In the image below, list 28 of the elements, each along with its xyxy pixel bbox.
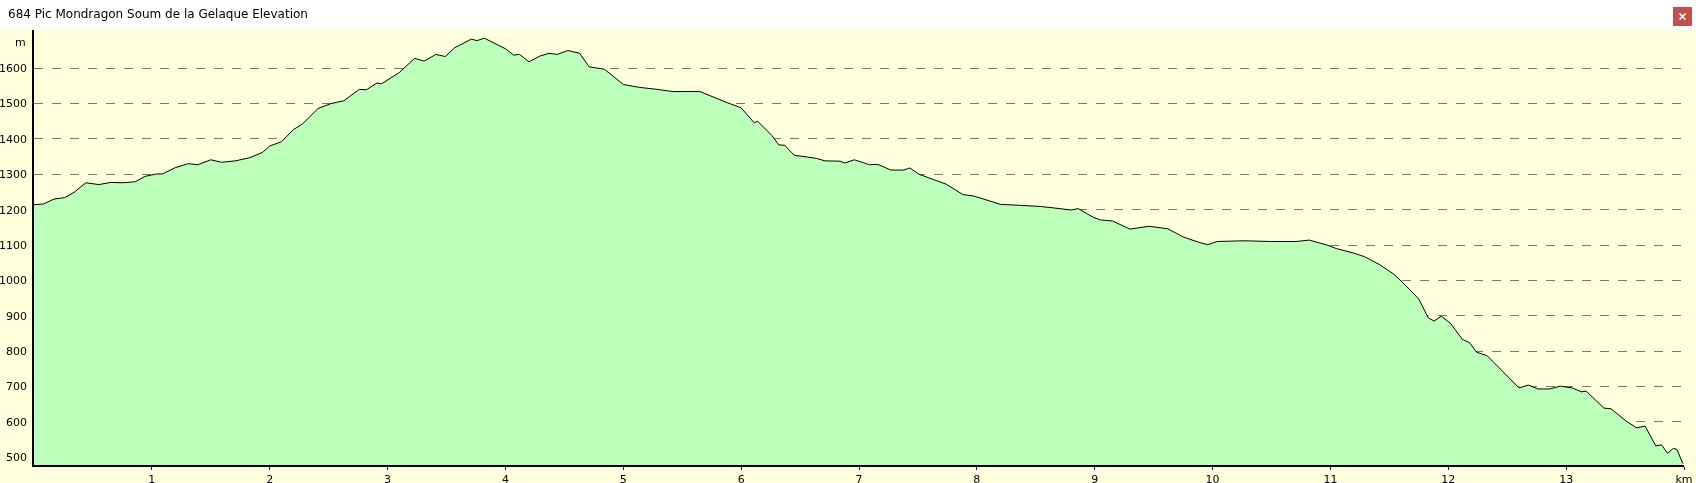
y-tick-label: 1400 [0,132,28,146]
y-tick-label: 900 [6,309,28,323]
y-tick-label: 700 [6,380,28,394]
x-tick-label: 10 [1205,472,1220,483]
y-tick-label: 1200 [0,203,28,217]
x-tick-label: 13 [1559,472,1574,483]
x-tick-label: 3 [384,472,392,483]
y-axis-title: m [15,36,26,49]
x-tick-label: 4 [501,472,509,483]
x-tick-label: 11 [1323,472,1338,483]
y-tick-label: 1500 [0,97,28,111]
x-tick-label: km [1675,472,1693,483]
y-tick-label: 500 [6,451,28,465]
x-tick-label: 6 [737,472,745,483]
x-tick-label: 12 [1441,472,1456,483]
x-tick-label: 7 [855,472,863,483]
x-tick-label: 9 [1091,472,1099,483]
y-tick-label: 600 [6,415,28,429]
chart-title: 684 Pic Mondragon Soum de la Gelaque Elevation [8,7,308,21]
y-tick-label: 1300 [0,168,28,182]
y-tick-label: 1100 [0,238,28,252]
x-tick-label: 5 [619,472,627,483]
y-tick-label: 800 [6,344,28,358]
x-tick-label: 8 [973,472,981,483]
y-tick-label: 1600 [0,62,28,76]
x-tick-label: 2 [266,472,274,483]
y-tick-label: 1000 [0,274,28,288]
x-tick-label: 1 [148,472,156,483]
